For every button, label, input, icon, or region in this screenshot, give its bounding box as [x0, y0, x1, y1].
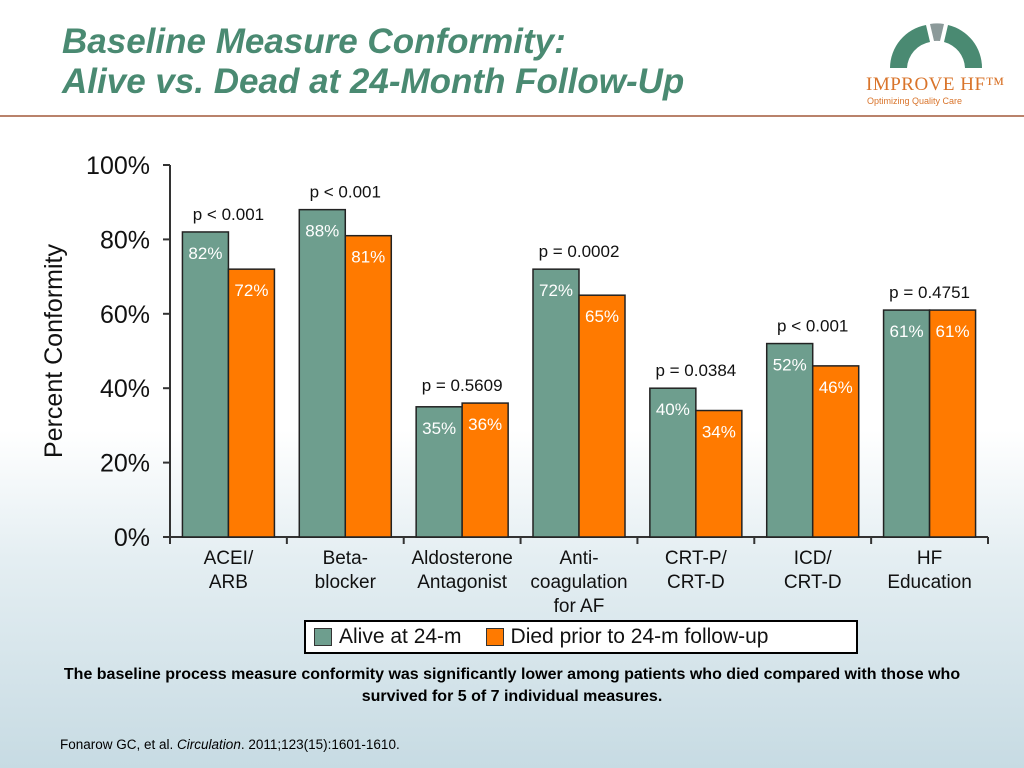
bar-value-label: 40% [656, 400, 690, 419]
bar-value-label: 35% [422, 419, 456, 438]
p-value-label: p < 0.001 [310, 183, 381, 202]
legend-swatch-alive [314, 628, 332, 646]
x-tick-label: CRT-P/ [665, 548, 728, 569]
x-tick-label: ARB [209, 572, 248, 593]
bar-died [811, 365, 860, 538]
bar-died [461, 402, 509, 538]
p-value-label: p = 0.0002 [539, 242, 620, 261]
bar-value-label: 34% [702, 423, 736, 442]
legend-item-alive: Alive at 24-m [314, 625, 462, 649]
legend-item-died: Died prior to 24-m follow-up [485, 625, 769, 649]
citation-authors: Fonarow GC, et al. [60, 737, 178, 752]
x-tick-label: CRT-D [784, 572, 842, 593]
logo-text: IMPROVE HF™ [866, 74, 1005, 95]
citation-details: . 2011;123(15):1601-1610. [240, 737, 400, 752]
y-tick-label: 40% [100, 375, 150, 403]
bar-value-label: 82% [188, 244, 222, 263]
x-tick-label: HF [917, 548, 942, 569]
header-divider [0, 115, 1024, 117]
y-tick-label: 20% [100, 450, 150, 478]
bar-value-label: 61% [890, 322, 924, 341]
improve-hf-logo: IMPROVE HF™ Optimizing Quality Care [860, 10, 1010, 110]
x-tick-label: ICD/ [794, 548, 833, 569]
bar-value-label: 81% [351, 248, 385, 267]
logo-arc-icon [890, 23, 983, 68]
x-tick-label: for AF [554, 596, 605, 617]
bar-alive [765, 342, 814, 538]
bar-alive [532, 268, 580, 538]
legend-label-alive: Alive at 24-m [339, 625, 462, 648]
y-tick-label: 100% [86, 152, 150, 180]
bar-value-label: 72% [234, 281, 268, 300]
legend-swatch-died [485, 628, 504, 646]
x-tick-label: Beta- [323, 548, 368, 569]
title-line-1: Baseline Measure Conformity: [62, 22, 566, 61]
slide-title: Baseline Measure Conformity: Alive vs. D… [62, 22, 684, 102]
y-tick-label: 60% [100, 301, 150, 329]
conclusion-text: The baseline process measure conformity … [63, 666, 961, 705]
bar-value-label: 46% [819, 378, 853, 397]
x-tick-label: Aldosterone [411, 548, 512, 569]
bar-alive [882, 309, 931, 538]
citation-journal: Circulation [177, 737, 241, 752]
bar-died [695, 409, 743, 538]
logo-tagline: Optimizing Quality Care [867, 96, 963, 106]
bar-value-label: 88% [305, 222, 339, 241]
bar-chart: 0% 20% 40% 60% 80% 100% Percent Conformity 82% 7… [40, 152, 989, 617]
p-value-label: p = 0.4751 [889, 283, 970, 302]
bar-died [928, 309, 977, 538]
y-axis-label: Percent Conformity [40, 244, 68, 458]
y-tick-label: 0% [114, 524, 150, 552]
bar-alive [649, 387, 697, 538]
bar-value-label: 72% [539, 281, 573, 300]
bar-value-label: 52% [773, 356, 807, 375]
bar-value-label: 65% [585, 307, 619, 326]
bar-died [578, 294, 626, 538]
bar-died [227, 268, 276, 538]
p-value-label: p = 0.5609 [422, 376, 503, 395]
bar-died [344, 234, 393, 538]
title-line-2: Alive vs. Dead at 24-Month Follow-Up [62, 62, 685, 101]
p-value-label: p < 0.001 [193, 205, 264, 224]
p-value-label: p = 0.0384 [655, 361, 736, 380]
p-value-label: p < 0.001 [777, 317, 848, 336]
bar-alive [298, 208, 347, 538]
x-tick-label: Antagonist [417, 572, 508, 593]
bar-alive [181, 231, 230, 538]
x-tick-label: Anti- [559, 548, 598, 569]
bar-value-label: 36% [468, 415, 502, 434]
x-tick-label: coagulation [530, 572, 627, 593]
bar-alive [415, 406, 463, 538]
chart-legend: Alive at 24-m Died prior to 24-m follow-… [304, 620, 858, 654]
legend-label-died: Died prior to 24-m follow-up [510, 625, 769, 648]
x-tick-label: blocker [315, 572, 377, 593]
x-tick-label: Education [887, 572, 972, 593]
citation: Fonarow GC, et al. Circulation. 2011;123… [60, 737, 400, 752]
y-tick-label: 80% [100, 226, 150, 254]
x-tick-label: CRT-D [667, 572, 725, 593]
x-tick-label: ACEI/ [204, 548, 254, 569]
bar-value-label: 61% [936, 322, 970, 341]
